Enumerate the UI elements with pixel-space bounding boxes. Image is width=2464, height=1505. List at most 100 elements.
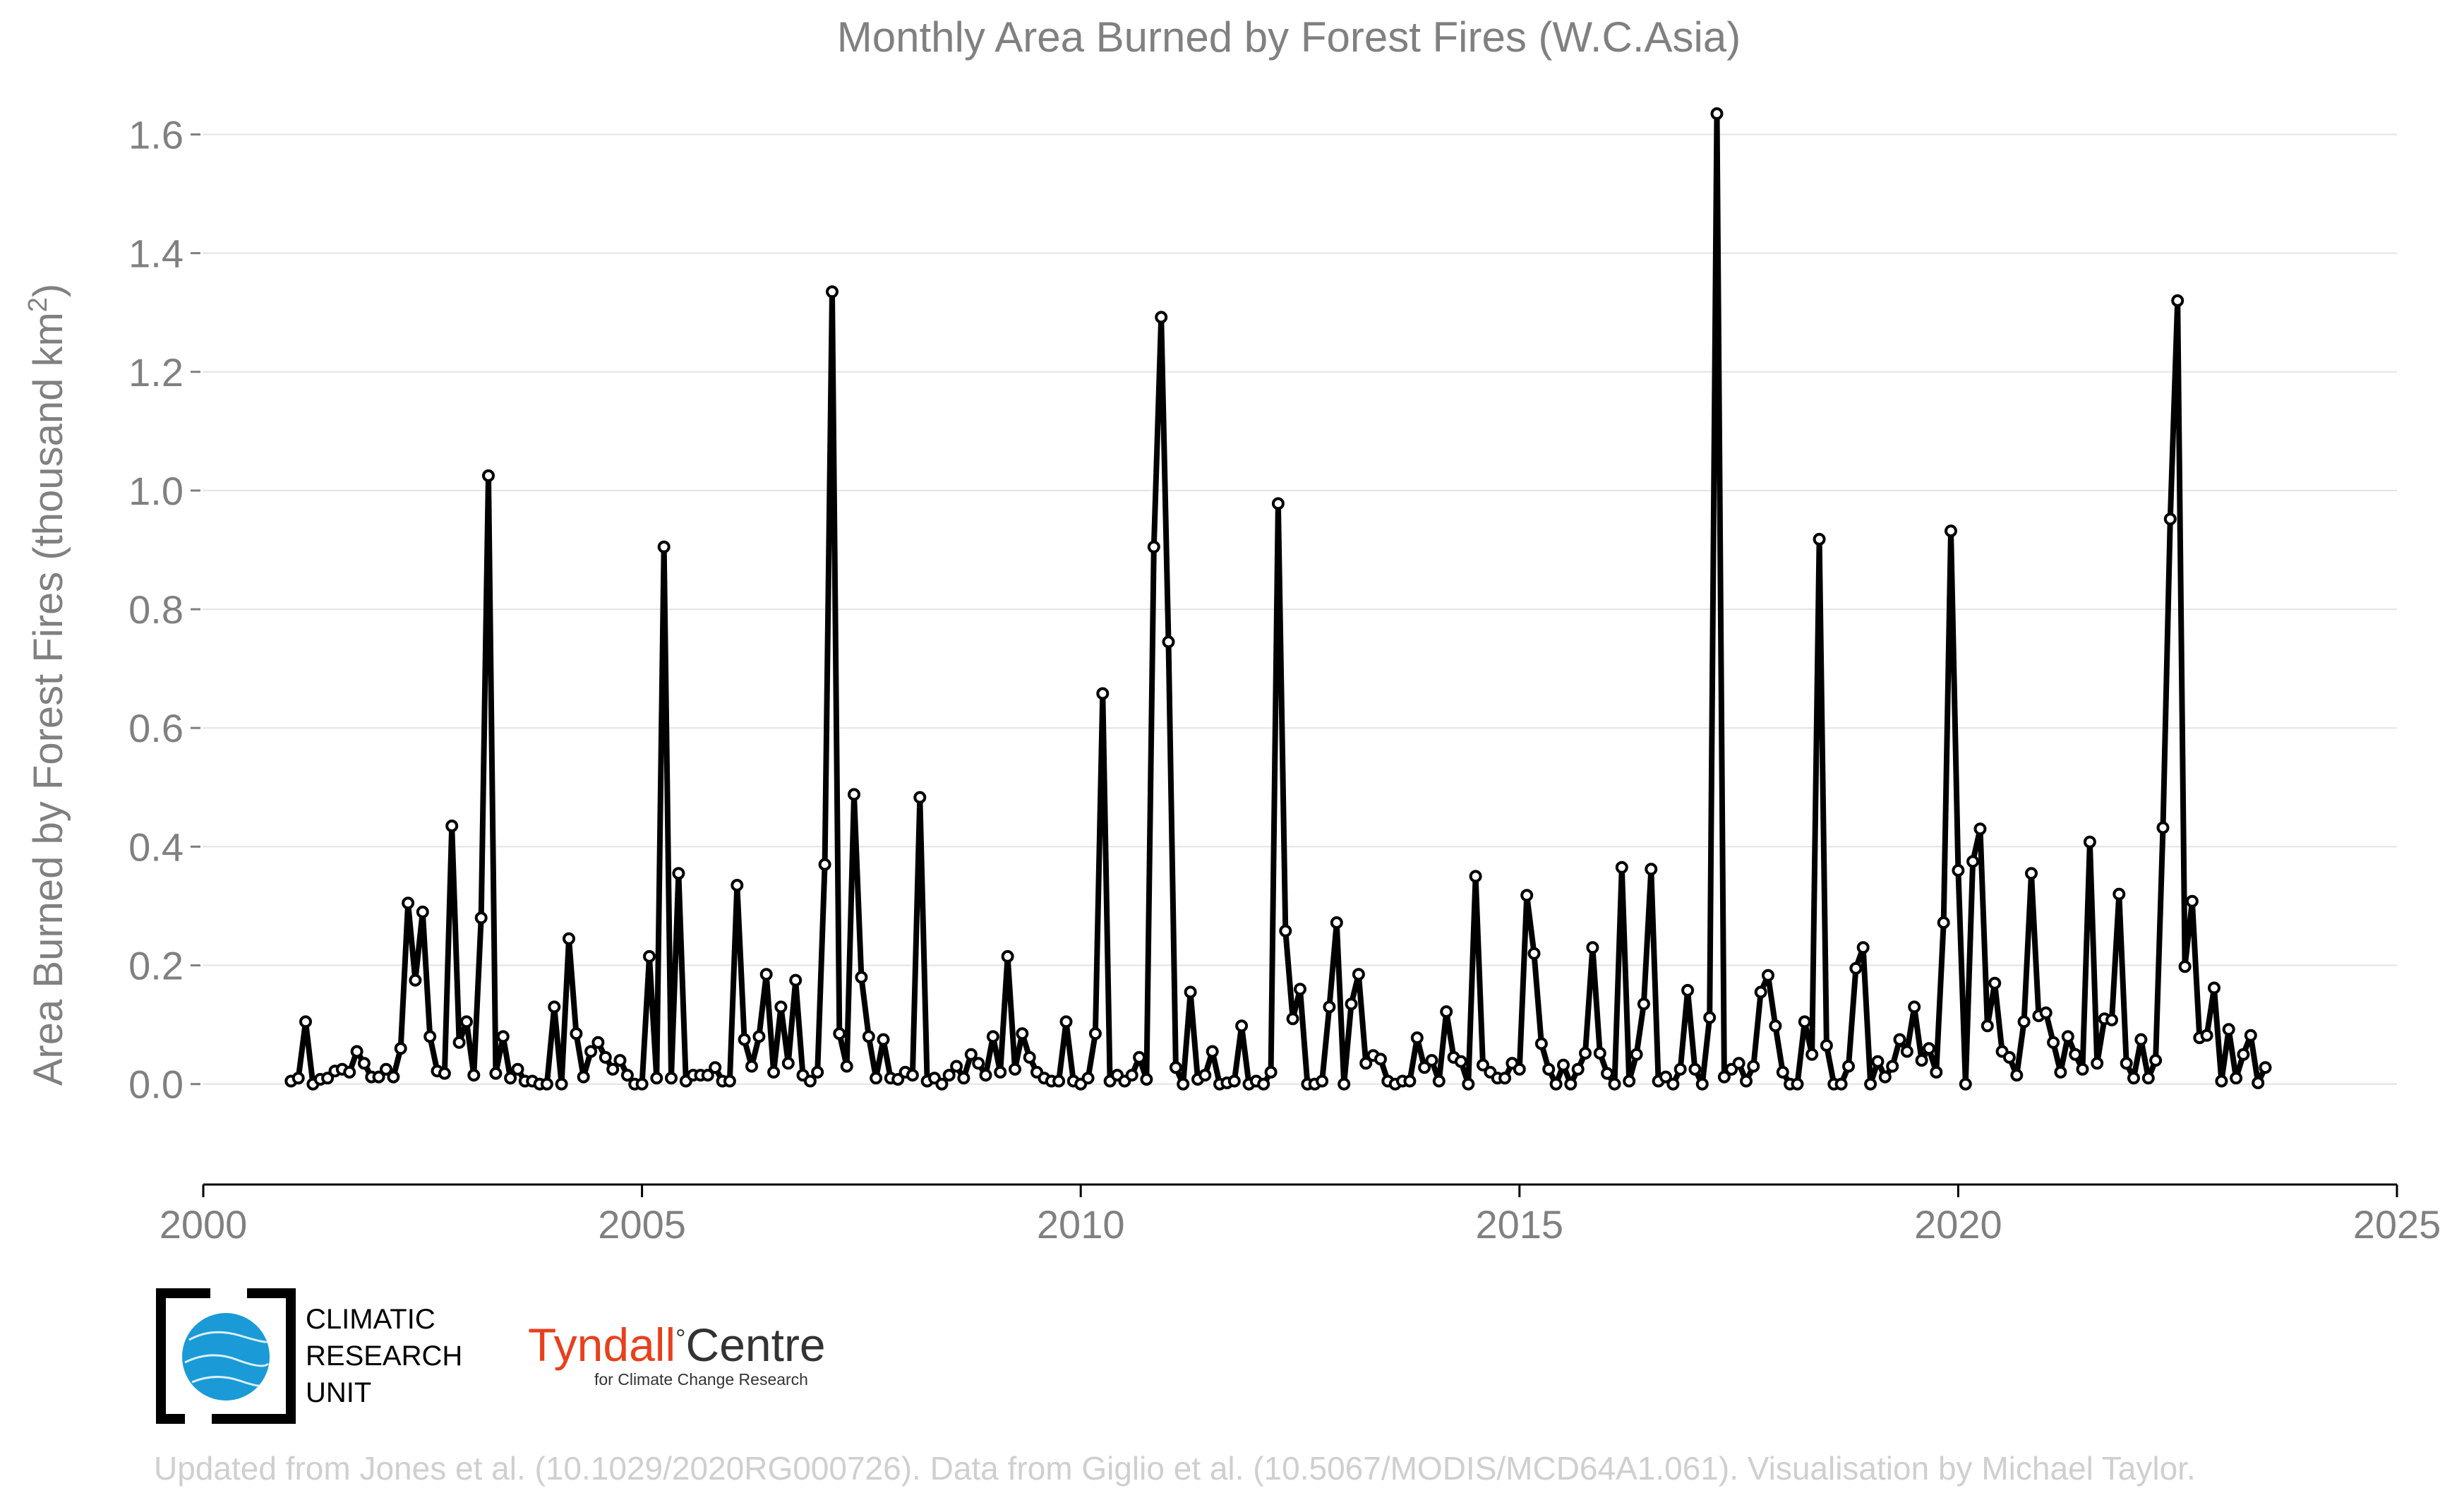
data-point bbox=[292, 1072, 305, 1085]
data-point bbox=[1673, 1062, 1687, 1076]
data-point bbox=[1184, 985, 1197, 999]
y-tick-label-8: 1.6 bbox=[128, 112, 184, 157]
data-point bbox=[1717, 1070, 1731, 1084]
data-point bbox=[1988, 976, 2002, 990]
data-point bbox=[891, 1073, 905, 1086]
data-point bbox=[2252, 1077, 2265, 1089]
data-point bbox=[380, 1062, 392, 1076]
tyndall-centre-logo: Tyndall°Centre for Climate Change Resear… bbox=[528, 1319, 826, 1389]
data-point bbox=[1052, 1074, 1066, 1088]
data-point bbox=[2120, 1057, 2133, 1070]
data-point bbox=[2134, 1033, 2148, 1046]
data-point bbox=[2002, 1050, 2016, 1064]
data-point bbox=[1864, 1077, 1877, 1091]
x-tick-label-0: 2000 bbox=[160, 1202, 248, 1247]
data-point bbox=[1425, 1054, 1438, 1067]
data-point bbox=[1973, 822, 1987, 836]
tyndall-logo-subtitle: for Climate Change Research bbox=[594, 1370, 808, 1389]
y-tick-label-2: 0.4 bbox=[128, 825, 184, 869]
data-point bbox=[2091, 1057, 2104, 1070]
data-point bbox=[350, 1045, 363, 1058]
tyndall-logo-centre: Centre bbox=[686, 1319, 826, 1371]
data-point bbox=[1798, 1015, 1811, 1029]
data-point bbox=[1923, 1042, 1935, 1055]
data-point bbox=[2141, 1072, 2155, 1085]
data-point bbox=[1688, 1062, 1702, 1076]
data-point bbox=[986, 1030, 999, 1043]
data-point bbox=[1849, 961, 1863, 975]
data-point bbox=[1703, 1011, 1717, 1024]
data-point bbox=[811, 1065, 824, 1079]
data-point bbox=[2047, 1036, 2060, 1049]
data-point bbox=[1374, 1053, 1387, 1066]
data-point bbox=[913, 791, 927, 804]
data-point bbox=[584, 1045, 598, 1058]
data-point bbox=[1527, 947, 1541, 960]
data-point bbox=[935, 1077, 949, 1091]
y-axis-label-close: ) bbox=[25, 284, 71, 297]
data-point bbox=[1791, 1077, 1804, 1091]
data-point bbox=[504, 1072, 517, 1085]
data-point bbox=[2208, 981, 2220, 995]
data-point bbox=[1856, 941, 1870, 954]
data-point bbox=[402, 897, 415, 910]
data-point bbox=[2222, 1023, 2235, 1036]
data-point bbox=[445, 820, 459, 832]
data-point bbox=[1009, 1062, 1021, 1076]
data-point bbox=[1666, 1077, 1680, 1091]
tyndall-logo-degree: ° bbox=[675, 1324, 685, 1353]
cru-logo: CLIMATIC RESEARCH UNIT bbox=[156, 1288, 462, 1424]
x-tick-label-2: 2010 bbox=[1037, 1202, 1125, 1247]
tyndall-logo-name: Tyndall bbox=[528, 1319, 675, 1371]
data-point bbox=[1915, 1054, 1928, 1067]
data-point bbox=[1162, 635, 1175, 649]
data-point bbox=[613, 1054, 627, 1067]
data-point bbox=[1316, 1074, 1329, 1088]
data-point bbox=[1410, 1031, 1424, 1045]
data-point bbox=[2178, 960, 2192, 973]
data-point bbox=[731, 879, 744, 892]
data-point bbox=[826, 285, 839, 299]
data-point bbox=[1937, 916, 1950, 929]
data-point bbox=[1462, 1077, 1475, 1091]
data-point bbox=[942, 1069, 956, 1082]
cru-globe-contours bbox=[184, 1331, 270, 1387]
data-point bbox=[452, 1036, 466, 1049]
data-point bbox=[570, 1027, 583, 1041]
data-point bbox=[548, 1000, 561, 1014]
grid-lines bbox=[203, 133, 2397, 1085]
data-point bbox=[2069, 1048, 2082, 1061]
y-axis-label: Area Burned by Forest Fires (thousand km… bbox=[23, 284, 71, 1086]
data-point bbox=[2105, 1013, 2118, 1026]
data-point bbox=[1930, 1065, 1943, 1079]
data-point bbox=[1900, 1045, 1913, 1058]
data-point bbox=[321, 1072, 335, 1085]
data-point bbox=[1432, 1074, 1446, 1088]
data-point bbox=[738, 1033, 751, 1046]
data-point bbox=[1096, 687, 1110, 700]
data-point bbox=[1271, 497, 1285, 510]
data-point bbox=[1557, 1058, 1570, 1072]
data-point bbox=[2215, 1074, 2228, 1088]
data-point bbox=[1681, 983, 1695, 997]
data-point bbox=[1886, 1060, 1899, 1073]
data-point bbox=[1286, 1012, 1299, 1026]
data-point bbox=[1542, 1062, 1556, 1076]
data-point bbox=[1359, 1057, 1373, 1070]
data-point bbox=[1659, 1070, 1672, 1084]
chart-title: Monthly Area Burned by Forest Fires (W.C… bbox=[837, 13, 1741, 61]
data-point bbox=[877, 1033, 890, 1046]
data-point bbox=[1981, 1019, 1994, 1033]
data-point bbox=[1469, 870, 1482, 883]
data-point bbox=[606, 1062, 620, 1076]
data-point bbox=[2149, 1054, 2163, 1067]
data-point bbox=[1549, 1077, 1563, 1091]
data-point bbox=[1520, 889, 1534, 902]
data-point bbox=[409, 973, 422, 987]
data-point bbox=[1227, 1074, 1241, 1088]
data-point bbox=[657, 540, 671, 553]
data-point bbox=[994, 1065, 1007, 1079]
data-point bbox=[1615, 861, 1628, 874]
data-point bbox=[781, 1057, 795, 1070]
data-point bbox=[1198, 1069, 1212, 1082]
